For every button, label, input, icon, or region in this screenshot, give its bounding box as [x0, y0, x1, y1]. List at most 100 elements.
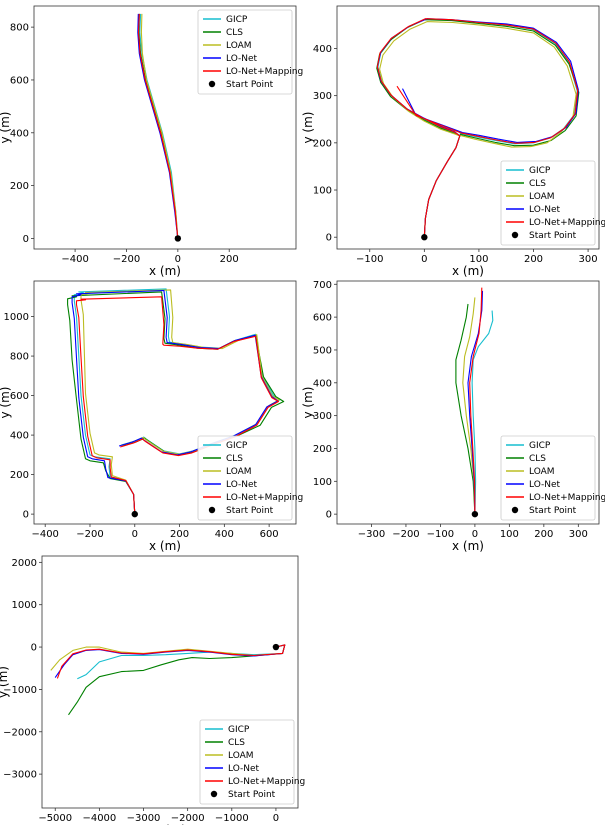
legend-label: CLS	[226, 454, 243, 464]
legend-label: LO-Net	[226, 54, 258, 64]
legend-label: GICP	[529, 166, 551, 176]
x-tick-label: −400	[31, 529, 58, 540]
x-tick-label: 600	[260, 529, 279, 540]
series-line-lo-net-mapping	[75, 296, 280, 515]
legend-label: LOAM	[529, 192, 555, 202]
chart-4: −300 −200 −100 0 100 200 300 0 100 200 300 400 500 60…	[301, 280, 605, 553]
legend-marker	[208, 80, 216, 88]
x-tick-label: 300	[569, 529, 588, 540]
legend: GICP CLS LOAM LO-Net LO-Net+Mapping Start Poi…	[197, 9, 303, 95]
x-tick-label: −100	[427, 529, 454, 540]
chart-2: −100 0 100 200 300 0 100 200 300 400 x (m) y (m) GIC…	[301, 5, 605, 278]
legend: GICP CLS LOAM LO-Net LO-Net+Mapping Start Poi…	[500, 435, 605, 521]
legend-label: LOAM	[226, 41, 252, 51]
y-tick-label: 600	[10, 391, 29, 402]
y-tick-label: −2000	[3, 727, 37, 738]
legend-label: LOAM	[228, 751, 254, 761]
x-tick-label: −2000	[171, 813, 205, 824]
y-axis-label: y (m)	[0, 112, 12, 144]
legend-label: Start Point	[228, 790, 276, 800]
legend-marker	[210, 790, 218, 798]
x-tick-label: 300	[579, 254, 598, 265]
start-point-marker	[421, 234, 428, 241]
x-tick-label: −300	[358, 529, 385, 540]
y-tick-label: 400	[10, 431, 29, 442]
y-tick-label: −3000	[3, 770, 37, 781]
legend-box	[197, 435, 293, 521]
legend-label: LOAM	[226, 467, 252, 477]
start-point-marker	[174, 235, 182, 242]
series-line-lo-net	[71, 289, 279, 515]
x-tick-label: 0	[472, 529, 478, 540]
legend-label: Start Point	[226, 80, 274, 90]
y-axis-label: y (m)	[0, 666, 10, 698]
x-tick-label: 0	[273, 813, 279, 824]
legend-marker	[511, 506, 519, 514]
x-tick-label: 200	[534, 529, 553, 540]
legend-label: CLS	[226, 28, 243, 38]
y-tick-label: 600	[313, 313, 332, 324]
y-tick-label: −1000	[3, 685, 37, 696]
y-tick-label: 0	[326, 510, 332, 521]
x-tick-label: −400	[61, 254, 88, 265]
legend-label: CLS	[228, 738, 245, 748]
y-axis-label: y (m)	[301, 387, 315, 419]
y-tick-label: 2000	[12, 558, 37, 569]
x-axis-label: x (m)	[149, 539, 181, 553]
y-tick-label: 300	[313, 411, 332, 422]
x-tick-label: −200	[76, 529, 103, 540]
y-tick-label: 400	[313, 44, 332, 55]
y-tick-label: 1000	[12, 600, 37, 611]
x-tick-label: −4000	[82, 813, 116, 824]
x-tick-label: 100	[469, 254, 488, 265]
y-tick-label: 100	[313, 477, 332, 488]
start-point-marker	[272, 643, 280, 651]
series-line-loam	[462, 297, 476, 515]
y-tick-label: 0	[326, 233, 332, 244]
legend-label: GICP	[226, 441, 248, 451]
series-line-loam	[140, 13, 179, 239]
y-tick-label: 600	[10, 75, 29, 86]
x-tick-label: 0	[421, 254, 427, 265]
legend: GICP CLS LOAM LO-Net LO-Net+Mapping Start Poi…	[500, 160, 605, 246]
y-tick-label: 700	[313, 280, 332, 291]
x-tick-label: 200	[524, 254, 543, 265]
y-axis-label: y (m)	[301, 112, 315, 144]
legend-label: LO-Net+Mapping	[226, 493, 303, 503]
legend-marker	[208, 506, 216, 514]
legend: GICP CLS LOAM LO-Net LO-Net+Mapping Start Poi…	[199, 719, 305, 805]
legend-box	[500, 160, 596, 246]
x-tick-label: −200	[392, 529, 419, 540]
legend-label: LO-Net	[228, 764, 260, 774]
x-axis-label: x (m)	[452, 264, 484, 278]
x-tick-label: −5000	[38, 813, 72, 824]
legend-label: GICP	[228, 725, 250, 735]
legend-label: CLS	[529, 454, 546, 464]
y-tick-label: 200	[313, 138, 332, 149]
x-tick-label: −100	[356, 254, 383, 265]
legend-label: GICP	[226, 15, 248, 25]
x-axis-label: x (m)	[452, 539, 484, 553]
y-tick-label: 0	[23, 234, 29, 245]
y-tick-label: 200	[10, 470, 29, 481]
legend-marker	[511, 231, 519, 239]
x-axis-label: x (m)	[149, 264, 181, 278]
start-point-marker	[471, 510, 479, 518]
x-tick-label: −3000	[127, 813, 161, 824]
legend-label: LO-Net+Mapping	[529, 218, 605, 228]
legend-label: LOAM	[529, 467, 555, 477]
x-tick-label: 0	[132, 529, 138, 540]
chart-5: −5000 −4000 −3000 −2000 −1000 0 −3000 −2000 −100…	[0, 555, 305, 825]
legend-label: GICP	[529, 441, 551, 451]
legend-box	[197, 9, 293, 95]
legend: GICP CLS LOAM LO-Net LO-Net+Mapping Start Poi…	[197, 435, 303, 521]
x-tick-label: −1000	[215, 813, 249, 824]
chart-3: −400 −200 0 200 400 600 0 200 400 600 800 1000 x (m)…	[0, 280, 303, 553]
x-tick-label: 400	[215, 529, 234, 540]
legend-label: CLS	[529, 179, 546, 189]
series-line-lo-net-mapping	[376, 18, 579, 238]
legend-box	[500, 435, 596, 521]
y-tick-label: 200	[10, 181, 29, 192]
legend-label: LO-Net	[529, 205, 561, 215]
